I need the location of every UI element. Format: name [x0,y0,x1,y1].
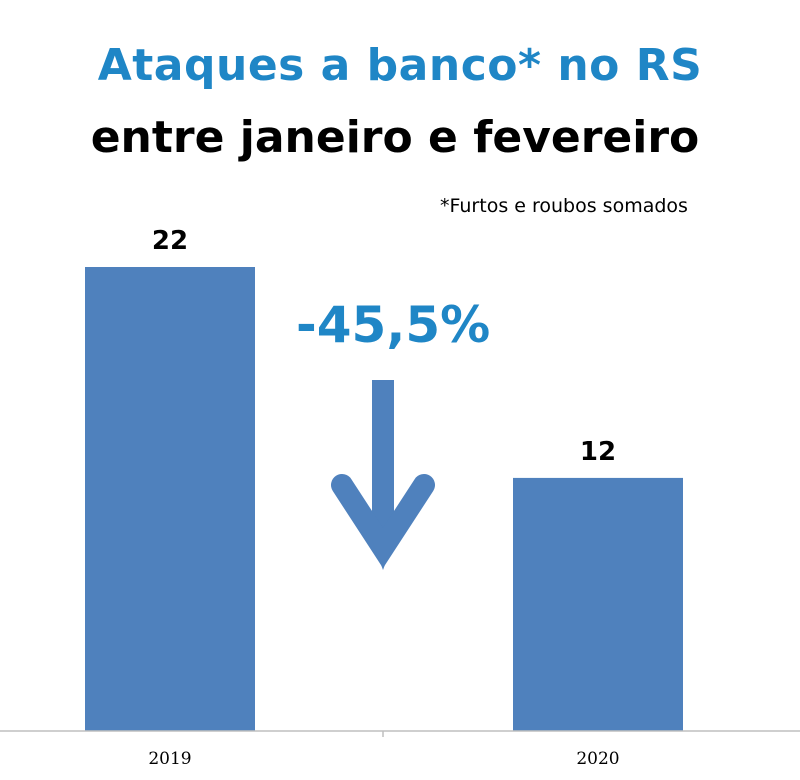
bar-2019 [85,267,255,731]
bars-group [85,267,683,731]
footnote: *Furtos e roubos somados [440,195,688,217]
data-label-2019: 22 [152,226,188,256]
chart-subtitle: entre janeiro e fevereiro [90,112,700,163]
bar-2020 [513,477,683,731]
data-label-2020: 12 [580,437,616,467]
x-tick-labels-group: 2019 2020 [148,749,619,769]
x-tick-label-2019: 2019 [148,749,191,769]
x-tick-label-2020: 2020 [576,749,619,769]
percent-change-label: -45,5% [296,296,491,354]
down-arrow-icon [331,380,435,570]
data-labels-group: 22 12 [152,226,616,467]
chart-title: Ataques a banco* no RS [97,40,703,91]
